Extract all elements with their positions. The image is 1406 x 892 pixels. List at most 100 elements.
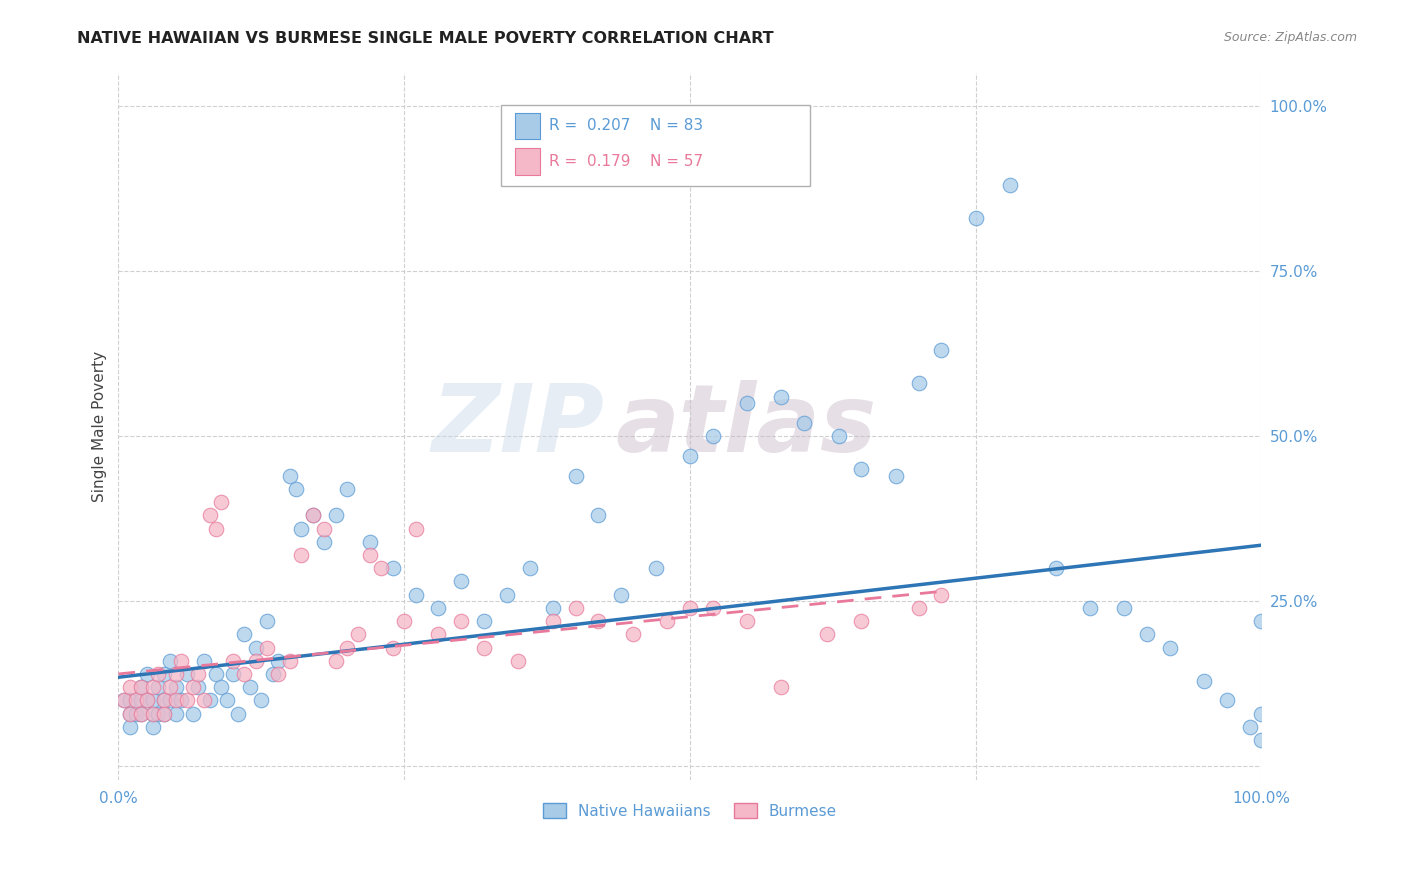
Point (359, 548, 381, 562)
Point (336, 640, 359, 655)
Point (142, 720, 165, 734)
Point (204, 522, 226, 536)
Point (370, 561, 392, 575)
Point (136, 693, 159, 707)
Point (998, 178, 1021, 193)
Point (170, 693, 193, 707)
Point (118, 680, 141, 694)
Point (170, 654, 193, 668)
Point (427, 601, 450, 615)
Point (165, 706, 187, 721)
Point (198, 508, 221, 523)
Point (193, 693, 215, 707)
Point (215, 693, 238, 707)
Point (222, 667, 245, 681)
Point (381, 640, 404, 655)
Point (702, 601, 724, 615)
Text: NATIVE HAWAIIAN VS BURMESE SINGLE MALE POVERTY CORRELATION CHART: NATIVE HAWAIIAN VS BURMESE SINGLE MALE P… (77, 31, 773, 46)
Point (209, 680, 232, 694)
Point (907, 601, 929, 615)
Point (770, 390, 793, 404)
Point (1045, 561, 1067, 575)
Point (159, 693, 181, 707)
Point (159, 654, 181, 668)
Point (153, 706, 176, 721)
Point (153, 693, 176, 707)
Point (314, 522, 336, 536)
Text: atlas: atlas (616, 380, 877, 472)
Point (148, 680, 170, 694)
Point (427, 627, 450, 641)
Point (136, 667, 159, 681)
Text: R =  0.207    N = 83: R = 0.207 N = 83 (550, 119, 703, 134)
Point (392, 614, 415, 628)
Point (907, 376, 929, 391)
Point (256, 614, 278, 628)
Point (129, 693, 152, 707)
Point (405, 588, 427, 602)
Bar (515, 148, 540, 175)
Point (381, 561, 404, 575)
Point (884, 468, 907, 483)
Point (267, 654, 290, 668)
Point (450, 574, 472, 589)
Point (1194, 673, 1216, 688)
Point (148, 667, 170, 681)
Point (198, 693, 221, 707)
Point (1239, 720, 1261, 734)
Point (735, 396, 758, 410)
Point (129, 680, 152, 694)
Point (142, 706, 165, 721)
Point (136, 693, 159, 707)
Point (193, 654, 215, 668)
Point (181, 706, 204, 721)
Point (239, 680, 262, 694)
Point (118, 706, 141, 721)
FancyBboxPatch shape (502, 104, 810, 186)
Point (508, 654, 530, 668)
Point (153, 706, 176, 721)
Point (278, 654, 301, 668)
Point (129, 706, 152, 721)
Point (519, 561, 541, 575)
Point (290, 522, 312, 536)
Point (644, 561, 666, 575)
Point (827, 429, 849, 443)
Point (250, 693, 273, 707)
Legend: Native Hawaiians, Burmese: Native Hawaiians, Burmese (537, 797, 844, 825)
Point (148, 706, 170, 721)
Point (336, 482, 359, 496)
Point (496, 588, 519, 602)
Point (1250, 733, 1272, 747)
Point (176, 667, 198, 681)
Text: R =  0.179    N = 57: R = 0.179 N = 57 (550, 153, 703, 169)
Point (228, 706, 250, 721)
Point (793, 416, 815, 430)
Point (541, 614, 564, 628)
Point (153, 693, 176, 707)
Point (965, 211, 987, 226)
Point (1078, 601, 1101, 615)
Point (931, 588, 953, 602)
Point (405, 522, 427, 536)
Point (679, 601, 702, 615)
Point (588, 614, 610, 628)
Point (359, 534, 381, 549)
Point (450, 614, 472, 628)
Point (165, 693, 187, 707)
Point (564, 468, 586, 483)
Point (1136, 627, 1159, 641)
Point (610, 588, 633, 602)
Point (301, 508, 323, 523)
Point (347, 627, 370, 641)
Point (1250, 706, 1272, 721)
Point (278, 468, 301, 483)
Point (735, 614, 758, 628)
Point (118, 720, 141, 734)
Point (679, 449, 702, 463)
Point (245, 640, 267, 655)
Point (165, 680, 187, 694)
Point (187, 680, 209, 694)
Point (233, 667, 256, 681)
Point (1216, 693, 1239, 707)
